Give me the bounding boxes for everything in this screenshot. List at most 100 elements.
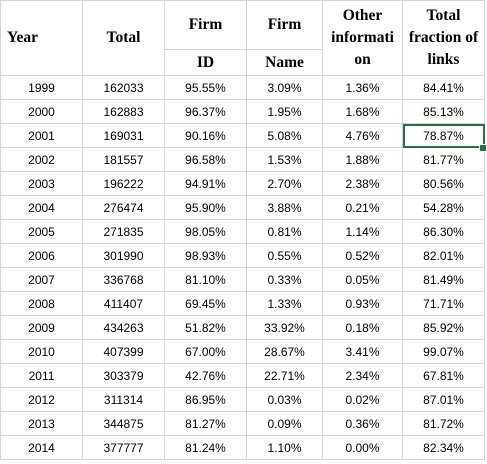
cell-firm-id[interactable]: 94.91% [164, 171, 247, 196]
cell-total-fraction[interactable]: 67.81% [402, 363, 485, 388]
cell-total[interactable]: 276474 [82, 195, 165, 220]
cell-year[interactable]: 2000 [0, 99, 83, 124]
cell-other-information[interactable]: 2.38% [322, 171, 403, 196]
cell-year[interactable]: 2004 [0, 195, 83, 220]
cell-firm-id[interactable]: 69.45% [164, 291, 247, 316]
cell-firm-name[interactable]: 0.81% [246, 219, 323, 244]
cell-total-fraction[interactable]: 82.34% [402, 435, 485, 460]
cell-other-information[interactable]: 0.05% [322, 267, 403, 292]
cell-year[interactable]: 1999 [0, 75, 83, 100]
cell-other-information[interactable]: 0.21% [322, 195, 403, 220]
cell-total-fraction[interactable]: 71.71% [402, 291, 485, 316]
cell-firm-name[interactable]: 1.53% [246, 147, 323, 172]
header-firm-name-top[interactable]: Firm [246, 0, 323, 50]
cell-firm-id[interactable]: 81.24% [164, 435, 247, 460]
cell-total-fraction[interactable]: 82.01% [402, 243, 485, 268]
cell-year[interactable]: 2006 [0, 243, 83, 268]
cell-total[interactable]: 434263 [82, 315, 165, 340]
cell-firm-id[interactable]: 86.95% [164, 387, 247, 412]
cell-firm-id[interactable]: 90.16% [164, 123, 247, 148]
cell-firm-name[interactable]: 33.92% [246, 315, 323, 340]
cell-total-fraction[interactable]: 86.30% [402, 219, 485, 244]
cell-other-information[interactable]: 0.36% [322, 411, 403, 436]
cell-year[interactable]: 2002 [0, 147, 83, 172]
cell-other-information[interactable]: 1.88% [322, 147, 403, 172]
cell-total[interactable]: 377777 [82, 435, 165, 460]
cell-firm-name[interactable]: 3.88% [246, 195, 323, 220]
cell-firm-id[interactable]: 81.27% [164, 411, 247, 436]
cell-total[interactable]: 271835 [82, 219, 165, 244]
cell-total-fraction[interactable]: 84.41% [402, 75, 485, 100]
cell-total[interactable]: 162033 [82, 75, 165, 100]
cell-firm-name[interactable]: 1.10% [246, 435, 323, 460]
cell-firm-id[interactable]: 95.55% [164, 75, 247, 100]
cell-total[interactable]: 303379 [82, 363, 165, 388]
cell-firm-id[interactable]: 67.00% [164, 339, 247, 364]
cell-year[interactable]: 2012 [0, 387, 83, 412]
cell-total[interactable]: 169031 [82, 123, 165, 148]
cell-year[interactable]: 2008 [0, 291, 83, 316]
cell-year[interactable]: 2007 [0, 267, 83, 292]
cell-total[interactable]: 181557 [82, 147, 165, 172]
cell-firm-id[interactable]: 98.05% [164, 219, 247, 244]
cell-other-information[interactable]: 4.76% [322, 123, 403, 148]
cell-year[interactable]: 2011 [0, 363, 83, 388]
cell-year[interactable]: 2010 [0, 339, 83, 364]
cell-firm-name[interactable]: 1.33% [246, 291, 323, 316]
cell-total-fraction[interactable]: 87.01% [402, 387, 485, 412]
cell-total[interactable]: 311314 [82, 387, 165, 412]
cell-total-fraction[interactable]: 85.92% [402, 315, 485, 340]
cell-firm-name[interactable]: 22.71% [246, 363, 323, 388]
cell-total-fraction[interactable]: 81.72% [402, 411, 485, 436]
cell-total[interactable]: 344875 [82, 411, 165, 436]
cell-firm-id[interactable]: 95.90% [164, 195, 247, 220]
cell-total[interactable]: 336768 [82, 267, 165, 292]
cell-other-information[interactable]: 0.52% [322, 243, 403, 268]
cell-other-information[interactable]: 0.18% [322, 315, 403, 340]
cell-firm-id[interactable]: 42.76% [164, 363, 247, 388]
cell-total-fraction[interactable]: 85.13% [402, 99, 485, 124]
header-firm-id-bottom[interactable]: ID [164, 49, 247, 76]
cell-firm-id[interactable]: 51.82% [164, 315, 247, 340]
cell-year[interactable]: 2003 [0, 171, 83, 196]
cell-other-information[interactable]: 0.00% [322, 435, 403, 460]
cell-total-fraction[interactable]: 54.28% [402, 195, 485, 220]
cell-year[interactable]: 2013 [0, 411, 83, 436]
cell-firm-name[interactable]: 0.03% [246, 387, 323, 412]
cell-firm-name[interactable]: 2.70% [246, 171, 323, 196]
cell-other-information[interactable]: 1.14% [322, 219, 403, 244]
header-total[interactable]: Total [82, 0, 165, 76]
cell-year[interactable]: 2001 [0, 123, 83, 148]
cell-firm-name[interactable]: 0.55% [246, 243, 323, 268]
cell-other-information[interactable]: 3.41% [322, 339, 403, 364]
cell-firm-id[interactable]: 98.93% [164, 243, 247, 268]
cell-total-fraction[interactable]: 81.49% [402, 267, 485, 292]
cell-firm-id[interactable]: 81.10% [164, 267, 247, 292]
cell-year[interactable]: 2014 [0, 435, 83, 460]
cell-firm-name[interactable]: 3.09% [246, 75, 323, 100]
cell-firm-id[interactable]: 96.58% [164, 147, 247, 172]
cell-total-fraction[interactable]: 99.07% [402, 339, 485, 364]
cell-total[interactable]: 162883 [82, 99, 165, 124]
cell-firm-name[interactable]: 0.09% [246, 411, 323, 436]
cell-firm-name[interactable]: 5.08% [246, 123, 323, 148]
cell-other-information[interactable]: 0.02% [322, 387, 403, 412]
cell-other-information[interactable]: 1.68% [322, 99, 403, 124]
cell-firm-name[interactable]: 0.33% [246, 267, 323, 292]
cell-firm-id[interactable]: 96.37% [164, 99, 247, 124]
header-total-fraction-of-links[interactable]: Total fraction of links [402, 0, 485, 76]
cell-firm-name[interactable]: 1.95% [246, 99, 323, 124]
cell-total-fraction[interactable]: 81.77% [402, 147, 485, 172]
fill-handle[interactable] [479, 144, 487, 152]
header-other-information[interactable]: Other informati on [322, 0, 403, 76]
cell-firm-name[interactable]: 28.67% [246, 339, 323, 364]
cell-total[interactable]: 301990 [82, 243, 165, 268]
cell-total-fraction[interactable]: 78.87% [402, 123, 485, 148]
cell-total-fraction[interactable]: 80.56% [402, 171, 485, 196]
header-year[interactable]: Year [0, 0, 83, 76]
cell-total[interactable]: 196222 [82, 171, 165, 196]
cell-total[interactable]: 407399 [82, 339, 165, 364]
cell-total[interactable]: 411407 [82, 291, 165, 316]
cell-other-information[interactable]: 2.34% [322, 363, 403, 388]
cell-year[interactable]: 2005 [0, 219, 83, 244]
